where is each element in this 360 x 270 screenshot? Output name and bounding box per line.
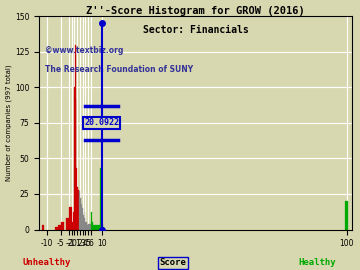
Bar	[69, 207, 72, 229]
Bar	[96, 225, 98, 229]
Bar	[87, 225, 88, 229]
Bar	[80, 198, 81, 230]
Bar	[89, 224, 91, 230]
Bar	[99, 225, 100, 229]
Title: Z''-Score Histogram for GROW (2016): Z''-Score Histogram for GROW (2016)	[86, 6, 305, 16]
Bar	[58, 225, 61, 229]
Bar	[66, 218, 69, 230]
Text: ©www.textbiz.org: ©www.textbiz.org	[45, 46, 124, 55]
Bar	[102, 224, 103, 230]
Text: The Research Foundation of SUNY: The Research Foundation of SUNY	[45, 65, 193, 75]
Bar	[92, 222, 94, 230]
Bar	[85, 222, 86, 230]
Bar	[83, 215, 84, 229]
Bar	[42, 225, 45, 229]
Bar	[73, 212, 75, 230]
Bar	[94, 225, 95, 229]
Y-axis label: Number of companies (997 total): Number of companies (997 total)	[5, 65, 12, 181]
Bar	[100, 168, 102, 230]
Bar	[91, 212, 92, 230]
Text: 20.0922: 20.0922	[84, 119, 119, 127]
Bar	[345, 201, 348, 230]
Text: Unhealthy: Unhealthy	[23, 258, 71, 267]
Text: Healthy: Healthy	[298, 258, 336, 267]
Bar	[84, 218, 85, 230]
Bar	[86, 222, 87, 230]
Bar	[78, 191, 79, 230]
Bar	[77, 187, 78, 230]
Text: Sector: Financials: Sector: Financials	[143, 25, 248, 35]
Text: Score: Score	[159, 258, 186, 267]
Bar	[79, 191, 80, 230]
Bar	[55, 227, 58, 229]
Bar	[72, 222, 73, 230]
Bar	[103, 227, 104, 229]
Bar	[95, 225, 96, 229]
Bar	[82, 212, 83, 230]
Bar	[98, 225, 99, 229]
Bar	[81, 204, 82, 230]
Bar	[88, 224, 89, 230]
Bar	[76, 168, 77, 230]
Bar	[75, 45, 76, 229]
Bar	[61, 222, 64, 230]
